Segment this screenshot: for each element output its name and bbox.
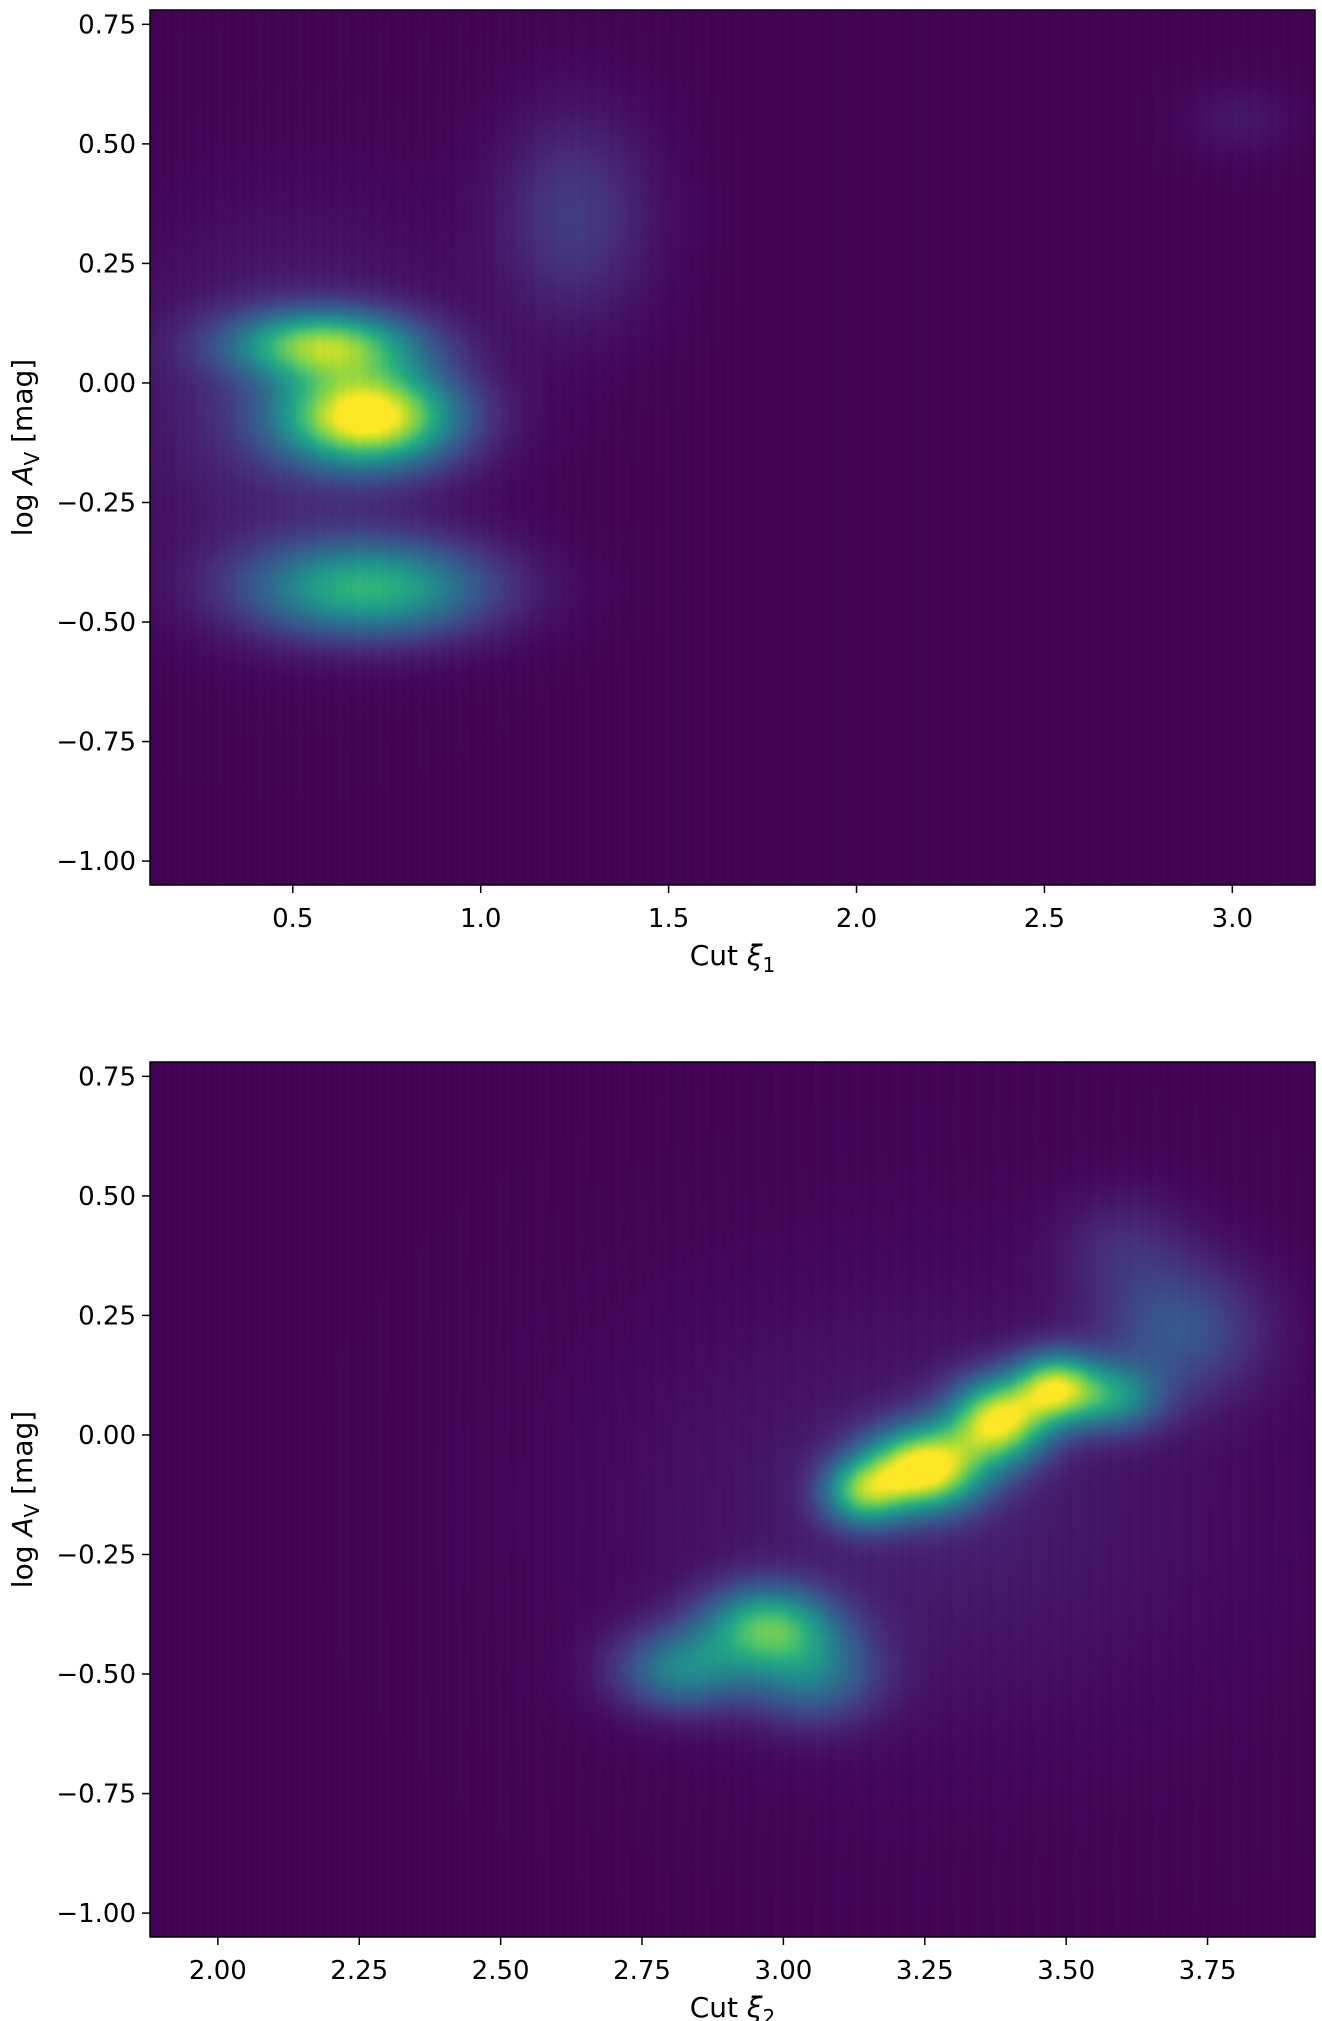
axes-frame (149, 9, 1316, 886)
y-tick-label: 0.75 (78, 10, 136, 40)
y-axis-label: log AV [mag] (6, 1411, 44, 1588)
y-tick-label: 0.75 (78, 1062, 136, 1092)
x-tick-label: 2.0 (836, 904, 877, 934)
x-tick-label: 3.25 (896, 1956, 954, 1986)
y-tick-label: 0.00 (78, 1421, 136, 1451)
x-tick-label: 2.25 (330, 1956, 388, 1986)
axes-frame (149, 1061, 1316, 1938)
y-tick-label: 0.50 (78, 1182, 136, 1212)
y-tick-label: 0.00 (78, 369, 136, 399)
heatmap-image (150, 1062, 1315, 1937)
y-tick-label: 0.25 (78, 249, 136, 279)
x-axis-label: Cut ξ2 (690, 1991, 776, 2021)
x-tick-label: 2.5 (1024, 904, 1065, 934)
y-tick-label: −0.50 (56, 608, 136, 638)
y-tick-label: 0.25 (78, 1301, 136, 1331)
x-tick-label: 1.5 (648, 904, 689, 934)
y-tick-label: −1.00 (56, 847, 136, 877)
y-tick-label: −1.00 (56, 1899, 136, 1929)
x-tick-label: 3.0 (1212, 904, 1253, 934)
y-tick-label: −0.75 (56, 728, 136, 758)
x-tick-label: 3.00 (754, 1956, 812, 1986)
x-tick-label: 3.75 (1179, 1956, 1237, 1986)
y-tick-label: −0.75 (56, 1780, 136, 1810)
heatmap-image (150, 10, 1315, 885)
y-axis-label: log AV [mag] (6, 359, 44, 536)
x-tick-label: 3.50 (1037, 1956, 1095, 1986)
chart-panel-1: 0.75 0.50 0.25 0.00 −0.25 −0.50 −0.75 −1.00 0.5 1… (6, 9, 1316, 977)
x-tick-label: 2.75 (613, 1956, 671, 1986)
x-axis-label: Cut ξ1 (690, 939, 776, 977)
x-tick-label: 2.00 (189, 1956, 247, 1986)
y-tick-label: 0.50 (78, 130, 136, 160)
y-tick-label: −0.25 (56, 1540, 136, 1570)
y-tick-label: −0.50 (56, 1660, 136, 1690)
chart-panel-2: 0.75 0.50 0.25 0.00 −0.25 −0.50 −0.75 −1.00 2.00… (6, 1061, 1316, 2021)
x-tick-label: 1.0 (460, 904, 501, 934)
y-tick-label: −0.25 (56, 488, 136, 518)
x-tick-label: 0.5 (272, 904, 313, 934)
x-tick-label: 2.50 (472, 1956, 530, 1986)
